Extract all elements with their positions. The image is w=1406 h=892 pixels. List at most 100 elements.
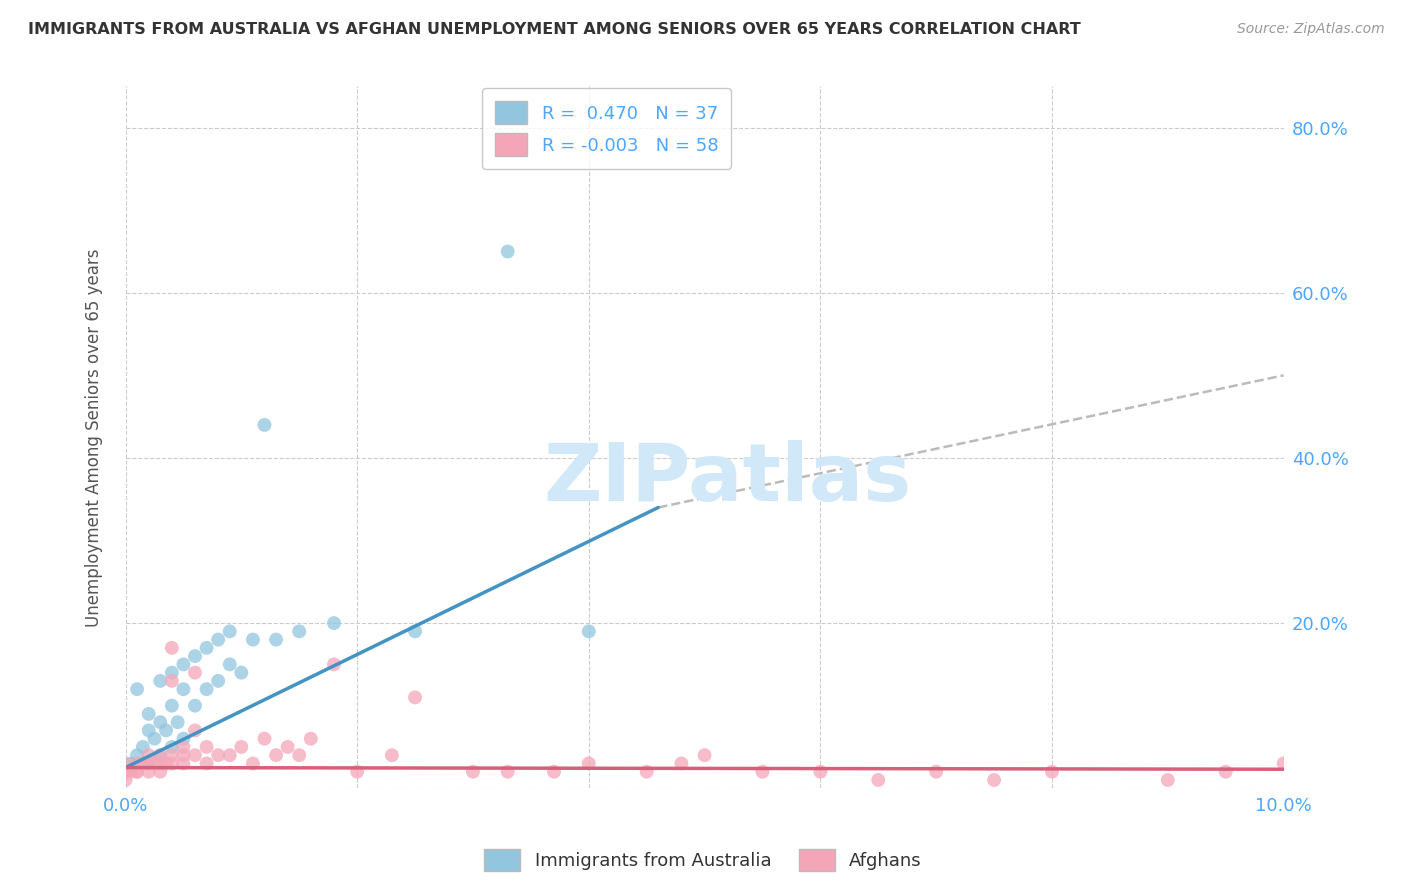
Point [166,715,188,730]
Point [149,756,172,771]
Text: ZIPatlas: ZIPatlas [544,441,912,518]
Point [231,739,253,754]
Point [323,657,346,672]
Point [114,764,136,779]
Point [127,764,149,779]
Point [160,748,183,763]
Point [184,665,207,680]
Point [288,624,311,639]
Point [253,417,276,432]
Point [808,764,831,779]
Point [127,682,149,697]
Point [404,690,426,705]
Point [172,682,194,697]
Point [149,748,172,763]
Point [132,739,155,754]
Point [253,731,276,746]
Point [184,723,207,738]
Point [207,748,229,763]
Point [207,673,229,688]
Point [1272,756,1295,771]
Point [496,764,519,779]
Point [346,764,368,779]
Point [242,632,264,647]
Point [132,756,155,771]
Point [983,772,1005,787]
Point [1215,764,1237,779]
Point [160,698,183,713]
Point [218,657,240,672]
Point [160,739,183,754]
Text: Source: ZipAtlas.com: Source: ZipAtlas.com [1237,22,1385,37]
Point [184,748,207,763]
Point [155,723,177,738]
Point [578,624,600,639]
Point [543,764,565,779]
Point [195,756,218,771]
Point [195,682,218,697]
Point [160,756,183,771]
Point [496,244,519,259]
Point [127,764,149,779]
Point [693,748,716,763]
Point [149,748,172,763]
Point [114,764,136,779]
Point [636,764,658,779]
Point [172,731,194,746]
Point [578,756,600,771]
Point [120,756,142,771]
Legend: Immigrants from Australia, Afghans: Immigrants from Australia, Afghans [477,842,929,879]
Point [242,756,264,771]
Point [138,706,160,721]
Point [160,640,183,655]
Point [868,772,890,787]
Point [231,665,253,680]
Point [160,665,183,680]
Point [264,748,287,763]
Point [114,764,136,779]
Point [172,657,194,672]
Point [751,764,773,779]
Point [299,731,322,746]
Point [277,739,299,754]
Point [404,624,426,639]
Point [138,723,160,738]
Point [120,764,142,779]
Point [264,632,287,647]
Point [207,632,229,647]
Point [925,764,948,779]
Point [149,715,172,730]
Point [172,748,194,763]
Point [114,756,136,771]
Point [184,698,207,713]
Point [160,673,183,688]
Point [288,748,311,763]
Point [155,756,177,771]
Point [671,756,693,771]
Point [172,739,194,754]
Point [143,756,166,771]
Point [381,748,404,763]
Point [138,748,160,763]
Point [127,748,149,763]
Point [323,616,346,631]
Point [218,748,240,763]
Point [218,624,240,639]
Point [195,640,218,655]
Text: IMMIGRANTS FROM AUSTRALIA VS AFGHAN UNEMPLOYMENT AMONG SENIORS OVER 65 YEARS COR: IMMIGRANTS FROM AUSTRALIA VS AFGHAN UNEM… [28,22,1081,37]
Point [114,772,136,787]
Point [143,731,166,746]
Point [172,756,194,771]
Point [1040,764,1063,779]
Point [138,756,160,771]
Point [149,764,172,779]
Point [127,756,149,771]
Point [184,649,207,664]
Point [138,764,160,779]
Y-axis label: Unemployment Among Seniors over 65 years: Unemployment Among Seniors over 65 years [86,248,103,626]
Point [1157,772,1180,787]
Point [461,764,484,779]
Point [138,756,160,771]
Point [149,673,172,688]
Legend: R =  0.470   N = 37, R = -0.003   N = 58: R = 0.470 N = 37, R = -0.003 N = 58 [482,88,731,169]
